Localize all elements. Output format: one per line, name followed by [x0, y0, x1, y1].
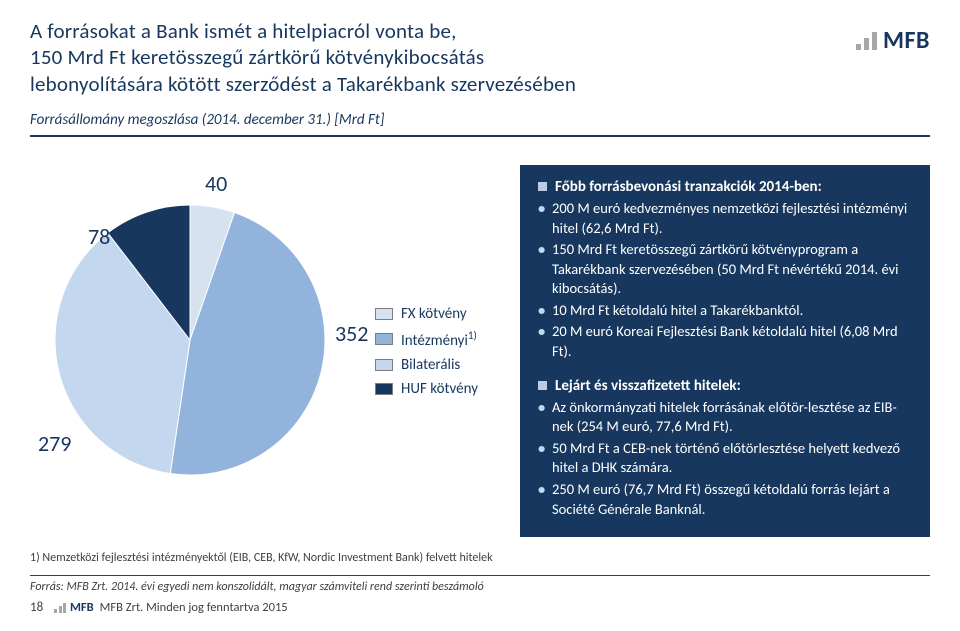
bullet-text: 10 Mrd Ft kétoldalú hitel a Takarékbankt… [552, 301, 803, 321]
legend-swatch [375, 383, 393, 395]
title-line: A forrásokat a Bank ismét a hitelpiacról… [30, 18, 457, 44]
legend-swatch [375, 359, 393, 371]
fact-bullet: •200 M euró kedvezményes nemzetközi fejl… [538, 199, 912, 238]
bullet-text: 250 M euró (76,7 Mrd Ft) összegű kétolda… [552, 480, 912, 519]
title-line: lebonyolítására kötött szerződést a Taka… [30, 71, 576, 97]
facts-panel: Főbb forrásbevonási tranzakciók 2014-ben… [520, 165, 930, 537]
legend-label: Bilaterális [401, 356, 460, 374]
bullet-text: 20 M euró Koreai Fejlesztési Bank kétold… [552, 322, 912, 361]
copyright: MFB Zrt. Minden jog fenntartva 2015 [100, 600, 288, 615]
facts-heading-1: Főbb forrásbevonási tranzakciók 2014-ben… [538, 177, 912, 197]
legend-item: HUF kötvény [375, 380, 478, 398]
fact-bullet: •20 M euró Koreai Fejlesztési Bank kétol… [538, 322, 912, 361]
bullet-dot-icon: • [538, 322, 552, 361]
fact-bullet: •150 Mrd Ft keretösszegű zártkörű kötvén… [538, 240, 912, 299]
footnote: 1) Nemzetközi fejlesztési intézményektől… [30, 551, 930, 565]
source-line: Forrás: MFB Zrt. 2014. évi egyedi nem ko… [30, 580, 930, 594]
page-title: A forrásokat a Bank ismét a hitelpiacról… [30, 18, 576, 97]
pie-slice-label: 352 [335, 320, 368, 347]
footer-rule [30, 575, 930, 576]
pie-chart [30, 165, 370, 520]
pie-slice-label: 78 [88, 223, 110, 250]
bullet-dot-icon: • [538, 398, 552, 437]
fact-bullet: •Az önkormányzati hitelek forrásának elő… [538, 398, 912, 437]
pie-chart-area: 40 352 279 78 FX kötvény Intézményi1) Bilater… [30, 165, 500, 535]
legend-swatch [375, 308, 393, 320]
legend: FX kötvény Intézményi1) Bilaterális HUF köt… [375, 305, 478, 404]
legend-swatch [375, 333, 393, 345]
mfb-logo: MFB [856, 26, 930, 55]
facts-heading-2: Lejárt és visszafizetett hitelek: [538, 376, 912, 396]
content-row: 40 352 279 78 FX kötvény Intézményi1) Bilater… [30, 165, 930, 537]
chart-subtitle: Forrásállomány megoszlása (2014. decembe… [30, 111, 930, 129]
facts-list-1: •200 M euró kedvezményes nemzetközi fejl… [538, 199, 912, 362]
bullet-text: 200 M euró kedvezményes nemzetközi fejle… [552, 199, 912, 238]
fact-bullet: •10 Mrd Ft kétoldalú hitel a Takarékbank… [538, 301, 912, 321]
legend-item: FX kötvény [375, 305, 478, 323]
bullet-text: Az önkormányzati hitelek forrásának előt… [552, 398, 912, 437]
footer-logo-bars-icon [54, 603, 66, 613]
logo-text: MFB [883, 26, 930, 55]
footer-row: 18 MFB MFB Zrt. Minden jog fenntartva 20… [30, 600, 930, 615]
footer-logo-text: MFB [70, 600, 94, 615]
title-line: 150 Mrd Ft keretösszegű zártkörű kötvény… [30, 44, 484, 70]
header: A forrásokat a Bank ismét a hitelpiacról… [30, 18, 930, 97]
fact-bullet: •50 Mrd Ft a CEB-nek történő előtörleszt… [538, 439, 912, 478]
bullet-square-icon [538, 381, 547, 390]
legend-label: FX kötvény [401, 305, 467, 323]
bullet-dot-icon: • [538, 301, 552, 321]
bullet-dot-icon: • [538, 439, 552, 478]
logo-bars-icon [856, 32, 877, 50]
heading-text: Főbb forrásbevonási tranzakciók 2014-ben… [555, 177, 822, 197]
legend-item: Bilaterális [375, 356, 478, 374]
bullet-dot-icon: • [538, 480, 552, 519]
pie-svg [30, 165, 370, 515]
bullet-dot-icon: • [538, 240, 552, 299]
pie-slice-label: 279 [38, 430, 71, 457]
facts-list-2: •Az önkormányzati hitelek forrásának elő… [538, 398, 912, 519]
legend-label: HUF kötvény [401, 380, 478, 398]
footer-area: 1) Nemzetközi fejlesztési intézményektől… [30, 551, 930, 615]
legend-item: Intézményi1) [375, 329, 478, 350]
pie-slice-label: 40 [205, 170, 227, 197]
bullet-text: 150 Mrd Ft keretösszegű zártkörű kötvény… [552, 240, 912, 299]
heading-text: Lejárt és visszafizetett hitelek: [555, 376, 741, 396]
legend-label: Intézményi1) [401, 329, 477, 350]
bullet-text: 50 Mrd Ft a CEB-nek történő előtörleszté… [552, 439, 912, 478]
slide: A forrásokat a Bank ismét a hitelpiacról… [0, 0, 960, 631]
title-rule [30, 135, 930, 137]
page-number: 18 [30, 600, 54, 615]
bullet-square-icon [538, 182, 547, 191]
fact-bullet: •250 M euró (76,7 Mrd Ft) összegű kétold… [538, 480, 912, 519]
bullet-dot-icon: • [538, 199, 552, 238]
